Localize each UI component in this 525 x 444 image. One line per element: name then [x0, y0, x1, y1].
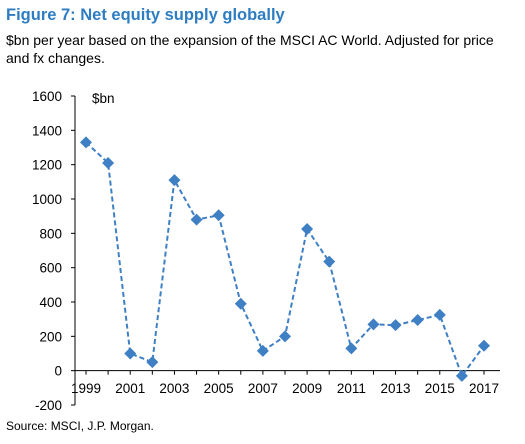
series-net-equity-supply — [80, 136, 490, 382]
y-tick-label: 0 — [54, 364, 62, 379]
y-tick-label: 600 — [39, 261, 62, 276]
y-axis: -200 0 200 400 600 800 1000 1200 1400 1600 — [32, 89, 76, 413]
y-tick-label: 1600 — [32, 89, 62, 104]
data-point-marker — [102, 156, 115, 169]
data-point-marker — [301, 223, 314, 236]
x-tick-label: 2007 — [248, 381, 278, 396]
data-point-marker — [389, 319, 402, 332]
chart-subtitle: $bn per year based on the expansion of t… — [6, 32, 494, 66]
data-point-marker — [279, 330, 291, 343]
chart-title: Figure 7: Net equity supply globally — [6, 6, 285, 24]
x-tick-label: 2015 — [425, 381, 455, 396]
data-point-marker — [367, 318, 380, 331]
data-point-marker — [345, 342, 358, 355]
data-point-marker — [212, 209, 225, 222]
source-note: Source: MSCI, J.P. Morgan. — [6, 419, 154, 433]
y-tick-label: 800 — [39, 226, 62, 241]
data-point-marker — [455, 369, 468, 382]
data-point-marker — [478, 339, 490, 352]
x-tick-label: 2013 — [381, 381, 411, 396]
data-point-marker — [411, 314, 424, 327]
data-point-marker — [433, 308, 446, 321]
data-point-marker — [124, 347, 137, 360]
y-tick-label: 1400 — [32, 123, 62, 138]
data-point-marker — [190, 213, 203, 226]
unit-label: $bn — [92, 91, 115, 106]
y-tick-label: -200 — [35, 398, 62, 413]
x-tick-label: 2009 — [292, 381, 322, 396]
data-point-marker — [256, 344, 269, 357]
y-tick-label: 1200 — [32, 158, 62, 173]
data-point-marker — [323, 255, 336, 268]
y-tick-label: 200 — [39, 329, 62, 344]
data-point-marker — [80, 136, 92, 149]
x-tick-label: 2003 — [159, 381, 189, 396]
x-tick-label: 1999 — [71, 381, 101, 396]
x-tick-label: 2017 — [469, 381, 499, 396]
x-tick-label: 2001 — [115, 381, 145, 396]
y-tick-label: 400 — [39, 295, 62, 310]
x-tick-label: 2005 — [204, 381, 234, 396]
data-point-marker — [234, 297, 247, 310]
x-tick-label: 2011 — [337, 381, 366, 396]
data-point-marker — [168, 174, 181, 187]
x-axis: 1999 2001 2003 2005 2007 2009 2011 2013 2015 2017 — [71, 370, 500, 396]
data-point-marker — [146, 356, 159, 369]
y-tick-label: 1000 — [32, 192, 62, 207]
